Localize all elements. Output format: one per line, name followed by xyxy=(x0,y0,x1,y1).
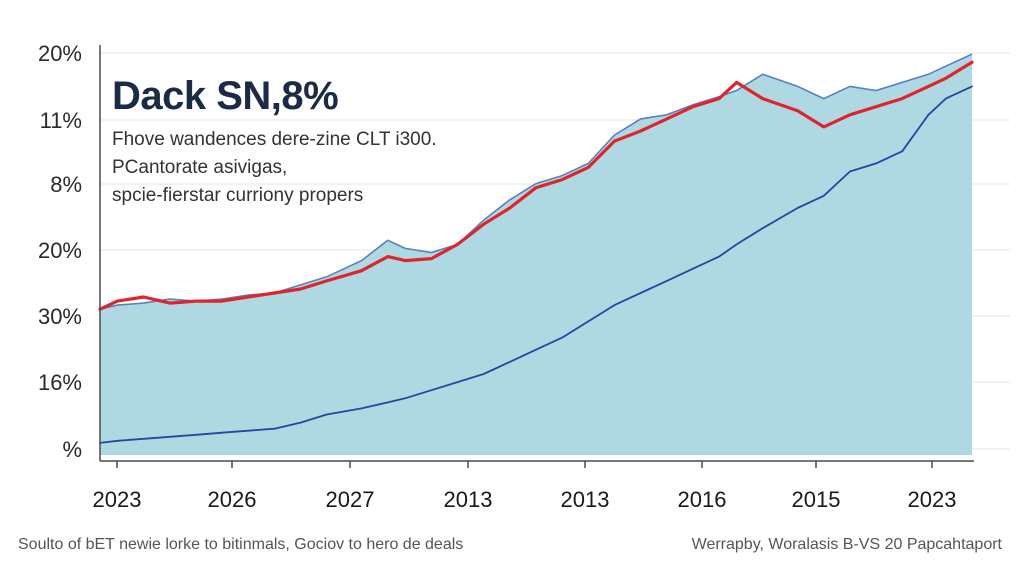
x-tick-label: 2027 xyxy=(326,487,375,512)
y-tick-label: 20% xyxy=(38,238,82,263)
y-tick-label: 8% xyxy=(50,172,82,197)
y-tick-label: 20% xyxy=(38,41,82,66)
x-tick-label: 2013 xyxy=(444,487,493,512)
footer-credit: Werrapby, Woralasis B-VS 20 Papcahtaport xyxy=(691,536,1002,553)
x-tick-label: 2016 xyxy=(678,487,727,512)
x-tick-label: 2026 xyxy=(208,487,257,512)
y-tick-label: 16% xyxy=(38,370,82,395)
chart-title: Dack SN,8% xyxy=(112,74,339,118)
axes xyxy=(99,45,974,462)
y-tick-labels: 20% 11% 8% 20% 30% 16%% xyxy=(38,41,82,462)
footer-source: Soulto of bET newie lorke to bitinmals, … xyxy=(18,536,464,553)
line-series xyxy=(98,60,974,444)
area-fill xyxy=(100,54,972,455)
y-tick-label: % xyxy=(62,437,82,462)
x-tick-label: 2023 xyxy=(93,487,142,512)
x-tick-label: 2023 xyxy=(908,487,957,512)
y-tick-label: 30% xyxy=(38,304,82,329)
subtitle-line-2: PCantorate asivigas, xyxy=(112,157,288,178)
red-series-line xyxy=(98,60,974,311)
area-edge-line xyxy=(99,53,973,310)
y-tick-label: 11% xyxy=(40,108,82,133)
x-tick-label: 2013 xyxy=(561,487,610,512)
area-series xyxy=(99,53,973,455)
chart-subtitle: Fhove wandences dere-zine CLT i300. PCan… xyxy=(112,126,437,210)
x-tick-labels: 2023 2026 2027 2013 2013 2016 2015 2023 xyxy=(93,461,957,512)
subtitle-line-1: Fhove wandences dere-zine CLT i300. xyxy=(112,129,437,150)
subtitle-line-3: spcie-fierstar curriony propers xyxy=(112,185,364,206)
x-tick-label: 2015 xyxy=(792,487,841,512)
blue-series-line xyxy=(99,85,973,444)
